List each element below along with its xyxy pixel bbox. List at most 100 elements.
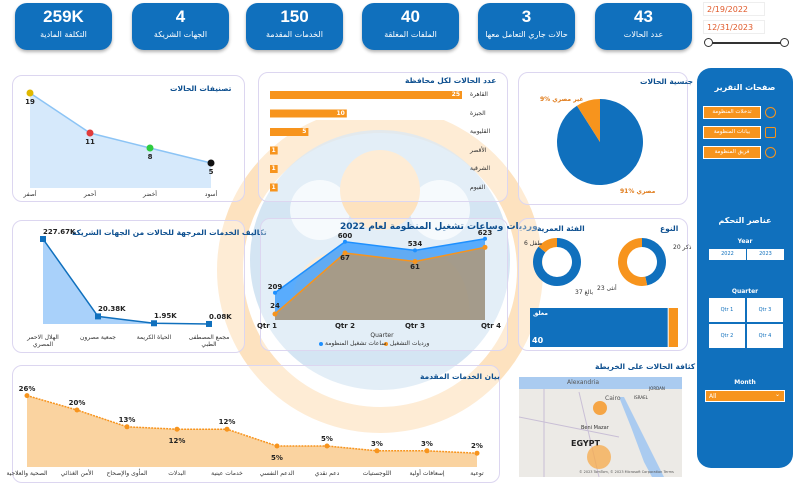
quarter-q4-button[interactable]: Qtr 4: [747, 324, 783, 348]
kpi-value: 4: [175, 7, 186, 26]
map-label-israel: ISRAEL: [634, 395, 648, 400]
nationality-slice: [576, 99, 600, 142]
shifts-shifts-point: [482, 244, 488, 250]
kpi-label: الجهات الشريكة: [153, 30, 208, 39]
classification-point: [26, 89, 34, 97]
partner-costs-data-label: 0.08K: [209, 312, 232, 321]
map[interactable]: Alexandria Cairo ISRAEL JORDAN Beni Maza…: [519, 377, 682, 477]
governorate-category-label: القليوبية: [470, 128, 491, 135]
map-label-jordan: JORDAN: [649, 386, 665, 391]
governorate-bar: [270, 91, 462, 99]
services-point: [474, 450, 480, 456]
quarter-q1-button[interactable]: Qtr 1: [709, 298, 745, 322]
month-label: Month: [734, 379, 756, 386]
year-2023-button[interactable]: 2023: [747, 249, 784, 260]
classification-point: [86, 129, 94, 137]
date-slider[interactable]: [708, 42, 784, 44]
shifts-x-label: Qtr 1: [256, 322, 278, 330]
slider-handle-end[interactable]: [780, 38, 789, 47]
month-value: All: [709, 393, 717, 400]
partner-costs-x-label: جمعية مصرون: [79, 334, 117, 341]
kpi-label: الملفات المغلقة: [384, 30, 437, 39]
nav-data-button[interactable]: بيانات المنظومة: [703, 126, 761, 139]
shifts-shifts-data-label: 61: [410, 262, 420, 271]
kpi-label: عدد الحالات: [623, 30, 664, 39]
year-label: Year: [737, 238, 753, 245]
nationality-label: 91% مصري: [620, 188, 656, 195]
classification-data-label: 8: [147, 153, 153, 161]
classification-data-label: 19: [25, 98, 35, 106]
classification-line: [29, 92, 212, 164]
legend-shifts-marker: [384, 342, 388, 346]
governorate-data-label: 10: [336, 109, 345, 117]
shifts-hours-data-label: 209: [267, 282, 283, 291]
partner-costs-point: [40, 236, 46, 242]
slider-handle-start[interactable]: [704, 38, 713, 47]
map-credit: © 2023 TomTom, © 2023 Microsoft Corporat…: [579, 470, 674, 474]
quarter-q3-button[interactable]: Qtr 3: [747, 298, 783, 322]
age-slice: [533, 238, 581, 286]
kpi-services: 150 الخدمات المقدمة: [246, 3, 343, 50]
shifts-shifts-point: [272, 311, 278, 317]
age-label: 6 طفل: [524, 240, 543, 247]
type-slice: [642, 238, 666, 286]
services-area: [27, 395, 477, 467]
governorate-category-label: القاهرة: [470, 91, 488, 98]
services-point: [324, 443, 330, 449]
services-x-label: المأوى والإصحاح: [106, 470, 148, 477]
services-data-label: 20%: [68, 399, 86, 407]
services-data-label: 2%: [471, 442, 483, 451]
year-2022-button[interactable]: 2022: [709, 249, 746, 260]
shifts-shifts-point: [412, 259, 418, 265]
nav-team-button[interactable]: فريق المنظومة: [703, 146, 761, 159]
map-bubble-south[interactable]: [587, 445, 611, 469]
services-x-label: البدلات: [168, 470, 186, 477]
partner-costs-x-label: مجمع المصطفى الطبي: [188, 334, 230, 348]
nationality-slice: [557, 99, 644, 185]
month-dropdown[interactable]: All ⌄: [705, 390, 785, 402]
map-title: كثافة الحالات على الخريطة: [595, 362, 696, 371]
start-date-input[interactable]: 2/19/2022: [703, 2, 765, 16]
services-point: [374, 448, 380, 454]
partner-costs-line: [42, 238, 210, 325]
shifts-x-label: Qtr 3: [404, 322, 426, 330]
kpi-label: حالات جاري التعامل معها: [485, 30, 568, 39]
sidebar-title: صفحات التقرير: [714, 83, 776, 92]
services-point: [124, 424, 130, 430]
chevron-down-icon: ⌄: [774, 391, 780, 398]
classification-point: [207, 159, 215, 167]
shifts-hours-line: [274, 238, 486, 294]
quarter-q2-button[interactable]: Qtr 2: [709, 324, 745, 348]
shifts-title: ورديات وساعات تشغيل المنظومة لعام 2022: [340, 222, 538, 232]
services-data-label: 5%: [321, 435, 333, 443]
kpi-value: 3: [521, 7, 532, 26]
kpi-value: 40: [401, 7, 420, 26]
nav-interventions-button[interactable]: تدخلات المنظومة: [703, 106, 761, 119]
status-bar-label: مغلق: [533, 310, 548, 317]
governorate-data-label: 1: [271, 146, 276, 154]
map-bubble-cairo[interactable]: [593, 401, 607, 415]
age-title: الفئة العمرية: [537, 224, 585, 233]
services-x-label: خدمات عينية: [211, 470, 243, 477]
services-x-label: الأمن الغذائي: [60, 470, 94, 477]
status-bar-closed: [530, 308, 668, 347]
services-x-label: دعم نقدي: [314, 470, 340, 477]
classification-x-label: أسود: [204, 191, 218, 198]
kpi-cost: 259K التكلفة المادية: [15, 3, 112, 50]
shifts-hours-point: [343, 239, 347, 244]
shifts-hours-point: [483, 236, 487, 241]
partner-costs-area: [43, 239, 209, 324]
services-title: بيان الخدمات المقدمة: [420, 372, 500, 381]
governorate-data-label: 5: [302, 128, 307, 135]
services-data-label: 5%: [271, 454, 283, 462]
services-x-label: الصحية والعلاجية: [6, 470, 48, 477]
shifts-hours-data-label: 623: [477, 228, 493, 237]
map-label-egypt: EGYPT: [571, 439, 600, 448]
database-icon: [765, 127, 776, 138]
kpi-cases: 43 عدد الحالات: [595, 3, 692, 50]
services-point: [224, 426, 230, 432]
services-line: [26, 394, 478, 454]
governorate-data-label: 1: [271, 165, 276, 172]
shifts-shifts-point: [342, 250, 348, 256]
end-date-input[interactable]: 12/31/2023: [703, 20, 765, 34]
